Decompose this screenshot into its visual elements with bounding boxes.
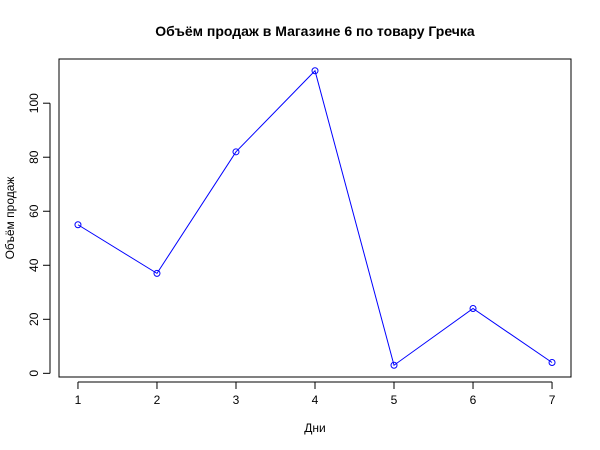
data-point xyxy=(74,221,82,229)
y-axis-label: Объём продаж xyxy=(3,177,17,260)
data-point xyxy=(548,359,556,367)
x-tick-label: 7 xyxy=(549,393,556,407)
data-point xyxy=(232,148,240,156)
y-tick-label: 60 xyxy=(27,204,41,218)
data-point xyxy=(311,67,319,75)
x-tick-label: 1 xyxy=(75,393,82,407)
y-tick-label: 40 xyxy=(27,258,41,272)
chart-title: Объём продаж в Магазине 6 по товару Греч… xyxy=(155,23,475,39)
y-axis: 0 20 40 60 80 100 xyxy=(27,93,51,377)
x-tick-label: 6 xyxy=(470,393,477,407)
data-point xyxy=(390,361,398,369)
data-point xyxy=(153,269,161,277)
series-layer xyxy=(74,67,556,369)
data-point xyxy=(469,304,477,312)
y-tick-label: 0 xyxy=(27,370,41,377)
x-axis: 1 2 3 4 5 6 7 xyxy=(75,381,556,407)
x-tick-label: 3 xyxy=(233,393,240,407)
plot-frame xyxy=(58,58,572,378)
x-axis-label: Дни xyxy=(304,421,325,435)
y-tick-label: 100 xyxy=(27,93,41,113)
x-tick-label: 4 xyxy=(312,393,319,407)
x-tick-label: 5 xyxy=(391,393,398,407)
y-tick-label: 20 xyxy=(27,312,41,326)
x-tick-label: 2 xyxy=(154,393,161,407)
series-line xyxy=(77,69,553,367)
y-tick-label: 80 xyxy=(27,150,41,164)
